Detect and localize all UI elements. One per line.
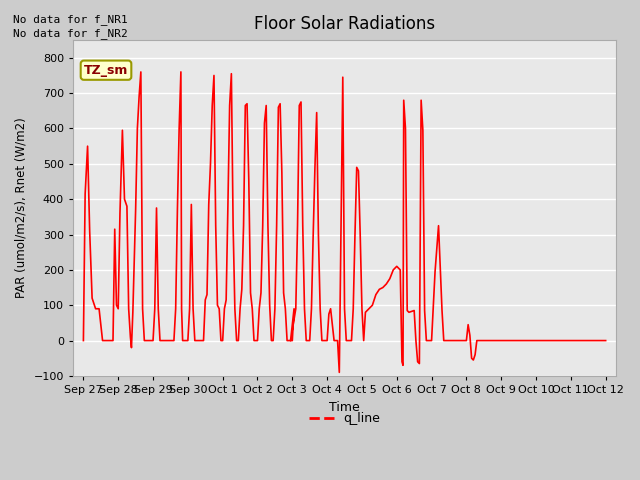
Text: No data for f_NR2: No data for f_NR2 <box>13 28 127 39</box>
Legend: q_line: q_line <box>303 407 385 430</box>
Text: No data for f_NR1: No data for f_NR1 <box>13 13 127 24</box>
Text: TZ_sm: TZ_sm <box>84 64 128 77</box>
Title: Floor Solar Radiations: Floor Solar Radiations <box>254 15 435 33</box>
Y-axis label: PAR (umol/m2/s), Rnet (W/m2): PAR (umol/m2/s), Rnet (W/m2) <box>15 118 28 299</box>
X-axis label: Time: Time <box>329 400 360 413</box>
